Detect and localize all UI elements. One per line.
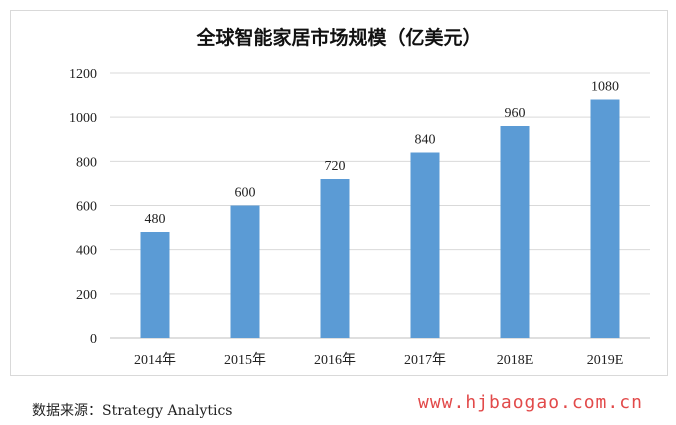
x-tick-label: 2017年	[404, 352, 446, 368]
data-label: 840	[415, 133, 436, 148]
gridlines	[110, 72, 650, 339]
x-tick-label: 2019E	[587, 353, 624, 368]
y-axis-ticks: 0 200 400 600 800 1000 1200	[69, 67, 97, 347]
chart-title: 全球智能家居市场规模（亿美元）	[195, 26, 481, 49]
bar	[500, 126, 530, 338]
data-labels: 480 600 720 840 960 1080	[145, 80, 620, 228]
y-tick-label: 1000	[69, 111, 97, 126]
data-label: 1080	[591, 80, 619, 95]
bar	[140, 232, 170, 338]
bar	[230, 205, 260, 338]
bars	[140, 99, 620, 338]
data-label: 480	[145, 212, 166, 227]
data-label: 960	[505, 106, 526, 121]
watermark: www.hjbaogao.com.cn	[418, 392, 643, 413]
x-axis-ticks: 2014年 2015年 2016年 2017年 2018E 2019E	[134, 352, 623, 368]
x-tick-label: 2018E	[497, 353, 534, 368]
x-tick-label: 2015年	[224, 352, 266, 368]
y-tick-label: 600	[76, 200, 97, 215]
y-tick-label: 0	[90, 332, 97, 347]
bar	[410, 152, 440, 338]
y-tick-label: 1200	[69, 67, 97, 82]
data-label: 720	[325, 159, 346, 174]
bar	[590, 99, 620, 338]
source-note: 数据来源：Strategy Analytics	[32, 403, 233, 419]
y-tick-label: 200	[76, 288, 97, 303]
data-label: 600	[235, 186, 256, 201]
y-tick-label: 800	[76, 155, 97, 170]
x-tick-label: 2014年	[134, 352, 176, 368]
y-tick-label: 400	[76, 244, 97, 259]
x-tick-label: 2016年	[314, 352, 356, 368]
bar	[320, 179, 350, 338]
